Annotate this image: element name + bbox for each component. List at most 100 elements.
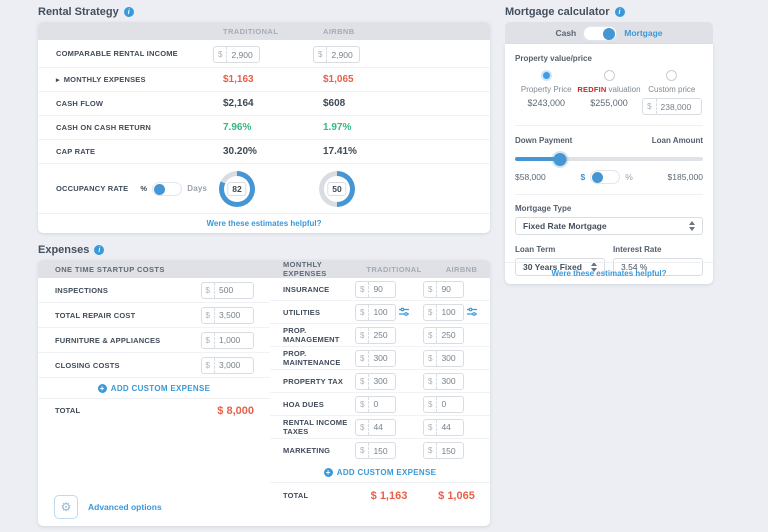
add-custom-monthly-expense-button[interactable]: + ADD CUSTOM EXPENSE	[323, 467, 437, 477]
utilities-trad-input[interactable]	[369, 307, 396, 317]
rental-income-airbnb-input-group: $	[313, 46, 361, 63]
select-stepper-icon	[689, 221, 695, 231]
property-price-option[interactable]: Property Price $243,000	[515, 70, 577, 115]
interest-rate-label: Interest Rate	[613, 245, 662, 254]
startup-costs-column: INSPECTIONS $ TOTAL REPAIR COST $ FURNIT…	[38, 278, 270, 422]
row-label: MARKETING	[283, 446, 331, 455]
hoa-dues-trad-input[interactable]	[369, 399, 396, 409]
cash-mortgage-toggle[interactable]	[583, 25, 618, 41]
table-row: HOA DUES $ $	[270, 393, 490, 416]
rental-income-taxes-trad-input[interactable]	[369, 422, 396, 432]
adjust-sliders-icon[interactable]	[467, 307, 478, 317]
adjust-sliders-icon[interactable]	[399, 307, 410, 317]
estimates-feedback-link[interactable]: Were these estimates helpful?	[38, 213, 490, 233]
mortgage-type-select[interactable]: Fixed Rate Mortgage	[515, 217, 703, 235]
expenses-header-band: ONE TIME STARTUP COSTS MONTHLY EXPENSES …	[38, 260, 490, 278]
rental-strategy-title: Rental Strategy i	[38, 6, 490, 18]
cap-rate-airbnb-value: 17.41%	[323, 146, 357, 157]
advanced-options-link[interactable]: Advanced options	[88, 502, 162, 512]
prop-maintenance-airbnb-input-group: $	[423, 349, 465, 367]
table-row[interactable]: ▸ MONTHLY EXPENSES $1,163 $1,065	[38, 67, 490, 91]
utilities-airbnb-input[interactable]	[437, 307, 464, 317]
mortgage-calculator-panel: Mortgage calculator i Cash Mortgage Prop…	[505, 6, 713, 284]
occupancy-unit-toggle[interactable]	[152, 181, 183, 196]
expand-icon[interactable]: ▸	[56, 76, 60, 84]
marketing-trad-input[interactable]	[369, 445, 396, 456]
insurance-trad-input[interactable]	[369, 284, 396, 294]
table-row: CASH ON CASH RETURN 7.96% 1.97%	[38, 115, 490, 139]
redfin-logo: REDFIN	[577, 85, 607, 94]
row-label: TOTAL REPAIR COST	[55, 310, 136, 320]
estimates-feedback-link[interactable]: Were these estimates helpful?	[505, 262, 713, 284]
column-header-traditional: TRADITIONAL	[366, 264, 422, 274]
plus-icon: +	[323, 467, 333, 477]
currency-prefix: $	[202, 282, 215, 298]
slider-fill	[515, 157, 561, 161]
cash-option-label[interactable]: Cash	[555, 28, 577, 38]
repair-cost-input-group: $	[200, 306, 254, 324]
occupancy-rate-row: OCCUPANCY RATE % Days 82 50	[38, 163, 490, 213]
row-label: MONTHLY EXPENSES	[63, 75, 146, 84]
marketing-airbnb-input[interactable]	[437, 445, 464, 456]
dollar-unit-label[interactable]: $	[580, 172, 586, 182]
days-option-label[interactable]: Days	[187, 184, 208, 193]
info-icon[interactable]: i	[614, 7, 625, 17]
toggle-knob	[603, 28, 616, 40]
repair-cost-input[interactable]	[215, 310, 253, 320]
custom-price-input[interactable]	[656, 101, 701, 112]
prop-management-trad-input[interactable]	[369, 330, 396, 340]
hoa-dues-airbnb-input-group: $	[423, 395, 465, 413]
mortgage-option-label[interactable]: Mortgage	[624, 28, 663, 38]
furniture-input[interactable]	[215, 335, 253, 345]
insurance-airbnb-input-group: $	[423, 280, 465, 298]
startup-costs-header: ONE TIME STARTUP COSTS	[55, 264, 165, 274]
rental-income-taxes-trad-input-group: $	[355, 418, 397, 436]
table-row: INSURANCE $ $	[270, 278, 490, 301]
percent-option-label[interactable]: %	[140, 184, 148, 193]
inspections-input[interactable]	[215, 285, 253, 295]
advanced-options-button[interactable]: ⚙	[54, 495, 78, 519]
currency-prefix: $	[424, 281, 438, 297]
rental-income-taxes-airbnb-input[interactable]	[437, 422, 464, 432]
occupancy-airbnb-input[interactable]: 50	[327, 181, 347, 196]
percent-unit-label[interactable]: %	[625, 172, 633, 182]
table-row: PROP. MANAGEMENT $ $	[270, 324, 490, 347]
radio-icon[interactable]	[666, 70, 678, 81]
panel-title-text: Mortgage calculator	[505, 6, 610, 18]
rental-income-traditional-input[interactable]	[227, 49, 260, 60]
property-tax-trad-input[interactable]	[369, 376, 396, 386]
monthly-total-airbnb: $ 1,065	[438, 489, 475, 502]
hoa-dues-airbnb-input[interactable]	[437, 399, 464, 409]
monthly-total-row: TOTAL $ 1,163 $ 1,065	[270, 482, 490, 508]
insurance-airbnb-input[interactable]	[437, 284, 464, 294]
rental-income-taxes-airbnb-input-group: $	[423, 418, 465, 436]
monthly-expenses-traditional-value: $1,163	[223, 74, 254, 85]
info-icon[interactable]: i	[94, 245, 105, 255]
monthly-expenses-header: MONTHLY EXPENSES	[283, 260, 327, 278]
prop-maintenance-trad-input[interactable]	[369, 353, 396, 363]
select-stepper-icon	[591, 262, 597, 272]
info-icon[interactable]: i	[123, 7, 134, 17]
redfin-valuation-option[interactable]: REDFIN valuation $255,000	[577, 70, 641, 115]
slider-knob[interactable]	[553, 152, 567, 166]
marketing-airbnb-input-group: $	[423, 442, 465, 459]
table-row: MARKETING $ $	[270, 439, 490, 462]
down-payment-slider[interactable]	[515, 152, 703, 166]
radio-icon[interactable]	[603, 70, 615, 81]
property-tax-airbnb-input[interactable]	[437, 376, 464, 386]
loan-amount-label: Loan Amount	[651, 136, 703, 145]
rental-strategy-panel: Rental Strategy i TRADITIONAL AIRBNB COM…	[38, 6, 490, 233]
row-label: CAP RATE	[56, 147, 96, 156]
add-custom-startup-expense-button[interactable]: + ADD CUSTOM EXPENSE	[97, 383, 211, 393]
currency-prefix: $	[202, 357, 215, 373]
currency-prefix: $	[424, 443, 438, 458]
custom-price-option[interactable]: Custom price $	[641, 70, 703, 115]
closing-costs-input[interactable]	[215, 360, 253, 370]
dollar-percent-toggle[interactable]	[590, 170, 621, 184]
table-row: COMPARABLE RENTAL INCOME $ $	[38, 40, 490, 67]
occupancy-traditional-input[interactable]: 82	[227, 181, 247, 196]
rental-income-airbnb-input[interactable]	[327, 49, 360, 60]
prop-maintenance-airbnb-input[interactable]	[437, 353, 464, 363]
prop-management-airbnb-input[interactable]	[437, 330, 464, 340]
radio-selected-icon[interactable]	[540, 70, 552, 81]
